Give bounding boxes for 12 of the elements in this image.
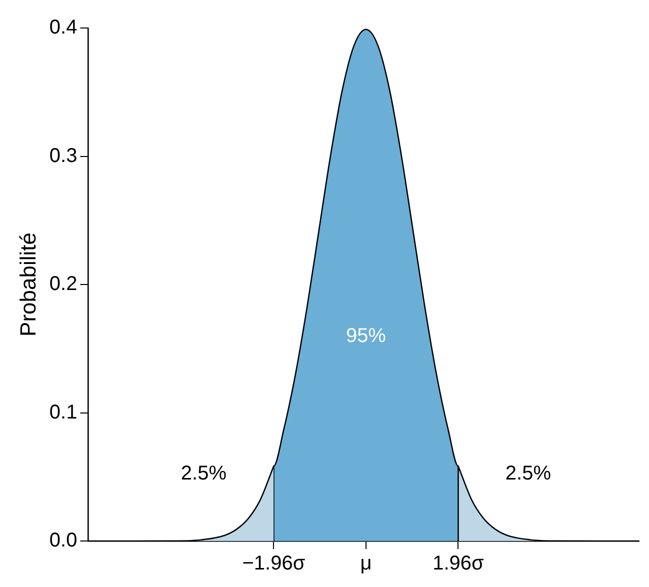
y-tick-label: 0.0: [49, 530, 78, 552]
annotation: 2.5%: [180, 462, 227, 485]
x-tick-label: μ: [360, 552, 372, 575]
x-tick-label: 1.96σ: [432, 552, 485, 575]
x-tick-label: −1.96σ: [242, 552, 306, 575]
annotation: 2.5%: [505, 462, 552, 485]
y-tick-label: 0.3: [49, 144, 78, 167]
y-tick-label: 0.2: [49, 273, 78, 296]
y-tick-label: 0.4: [49, 16, 78, 39]
y-axis-title: Probabilité: [15, 232, 40, 336]
y-tick-label: 0.1: [49, 401, 78, 424]
annotation: 95%: [346, 324, 386, 347]
